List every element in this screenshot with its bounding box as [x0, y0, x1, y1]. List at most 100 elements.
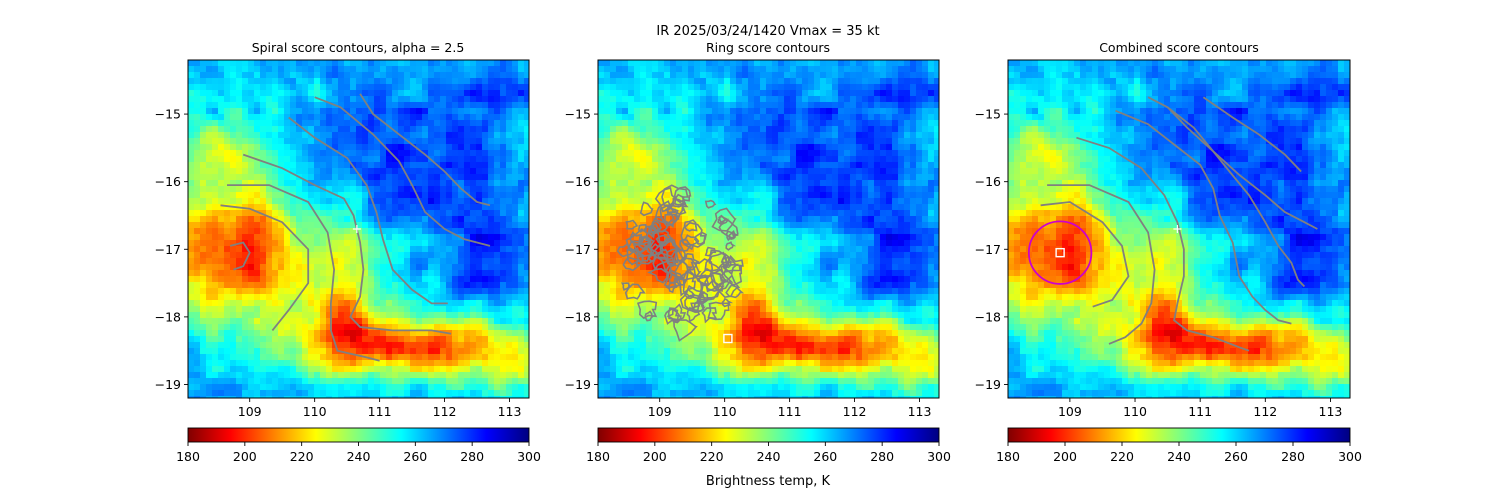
center-circle [1027, 220, 1093, 285]
x-tick-label: 110 [713, 404, 737, 419]
colorbar-tick-label: 280 [1281, 449, 1305, 464]
panel-spiral: Spiral score contours, alpha = 2.5 109 11… [155, 40, 530, 419]
contour-line [661, 184, 689, 208]
colorbar-tick-label: 200 [233, 449, 257, 464]
y-tick-label: −19 [975, 377, 1001, 392]
y-tick-label: −16 [565, 174, 591, 189]
contour-line [639, 201, 654, 217]
colorbar-strip [1007, 427, 1351, 443]
x-tick-label: 112 [433, 404, 457, 419]
contour-line [227, 184, 380, 362]
square-marker [723, 333, 733, 344]
x-tick-label: 111 [778, 404, 802, 419]
y-tick-label: −15 [155, 107, 181, 122]
axes-frame [187, 59, 530, 399]
contour-line [622, 256, 642, 272]
panel-ring: Ring score contours 109 110 111 112 113 −15 −1… [565, 40, 940, 419]
contour-line [663, 213, 680, 229]
contour-line [664, 308, 680, 325]
contour-line [625, 228, 651, 253]
contour-line [704, 199, 717, 209]
contour-line [1147, 96, 1306, 288]
x-tick-label: 111 [1188, 404, 1212, 419]
ir-image [1008, 60, 1350, 398]
x-tick-label: 109 [648, 404, 672, 419]
contour-line [723, 254, 744, 273]
y-tick-label: −19 [565, 377, 591, 392]
y-tick-label: −16 [975, 174, 1001, 189]
panel-combined: Combined score contours 109 110 111 112 113 −… [975, 40, 1351, 419]
x-tick-label: 113 [498, 404, 522, 419]
colorbar-tick-label: 240 [347, 449, 371, 464]
contour-line [638, 236, 656, 250]
contour-line [709, 272, 727, 293]
combined-contours [1040, 96, 1318, 352]
y-tick-label: −17 [155, 242, 181, 257]
y-tick-label: −18 [975, 309, 1001, 324]
colorbar-tick-label: 220 [700, 449, 724, 464]
contour-line [1047, 184, 1156, 345]
ring-contours [616, 184, 745, 342]
y-tick-label: −19 [155, 377, 181, 392]
contour-line [1040, 201, 1130, 308]
contour-line [647, 261, 670, 284]
contour-line [672, 318, 698, 342]
contour-line [242, 153, 452, 335]
x-tick-label: 113 [1319, 404, 1343, 419]
colorbar: 180 200 220 240 260 280 300 [586, 427, 951, 464]
contour-line [701, 307, 718, 324]
contour-line [636, 300, 658, 320]
plus-marker [352, 225, 361, 233]
contour-line [707, 301, 730, 321]
y-tick-label: −15 [565, 107, 591, 122]
contour-line [666, 307, 682, 324]
colorbar-strip [187, 427, 530, 443]
contour-line [1202, 96, 1302, 173]
contour-line [664, 202, 686, 219]
axes-frame [597, 59, 940, 399]
contour-line [711, 207, 737, 232]
colorbar-tick-label: 240 [1167, 449, 1191, 464]
contour-line [720, 263, 743, 286]
contour-line [644, 310, 656, 322]
colorbar-tick-label: 300 [1338, 449, 1362, 464]
y-tick-label: −18 [155, 309, 181, 324]
contour-line [359, 93, 491, 207]
contour-line [682, 267, 710, 300]
colorbar-tick-label: 260 [813, 449, 837, 464]
contour-line [625, 219, 638, 230]
y-tick-label: −15 [975, 107, 1001, 122]
contour-line [725, 241, 737, 251]
x-tick-label: 109 [238, 404, 262, 419]
contour-line [650, 240, 679, 264]
panel-title: Combined score contours [1099, 40, 1259, 55]
x-tick-label: 111 [368, 404, 392, 419]
contour-line [1166, 106, 1318, 230]
x-tick-label: 110 [1123, 404, 1147, 419]
y-tick-label: −17 [565, 242, 591, 257]
x-tick-label: 113 [908, 404, 932, 419]
contour-line [680, 221, 706, 248]
x-tick-label: 112 [843, 404, 867, 419]
colorbar-tick-label: 220 [290, 449, 314, 464]
contour-line [665, 281, 678, 294]
contour-line [620, 282, 631, 291]
contour-line [674, 257, 702, 281]
colorbar: 180 200 220 240 260 280 300 [996, 427, 1362, 464]
x-tick-label: 110 [303, 404, 327, 419]
contour-line [314, 96, 491, 247]
axes-ticks: 109 110 111 112 113 −15 −16 −17 −18 −19 [565, 107, 932, 419]
ir-image [598, 60, 939, 398]
axes-ticks: 109 110 111 112 113 −15 −16 −17 −18 −19 [975, 107, 1343, 419]
contour-line [624, 283, 646, 300]
contour-line [725, 284, 745, 299]
contour-line [679, 238, 694, 252]
colorbar-tick-label: 220 [1110, 449, 1134, 464]
contour-line [638, 236, 651, 249]
contour-line [693, 231, 708, 245]
colorbar-tick-label: 300 [927, 449, 951, 464]
y-tick-label: −16 [155, 174, 181, 189]
y-tick-label: −17 [975, 242, 1001, 257]
colorbar-tick-label: 260 [403, 449, 427, 464]
